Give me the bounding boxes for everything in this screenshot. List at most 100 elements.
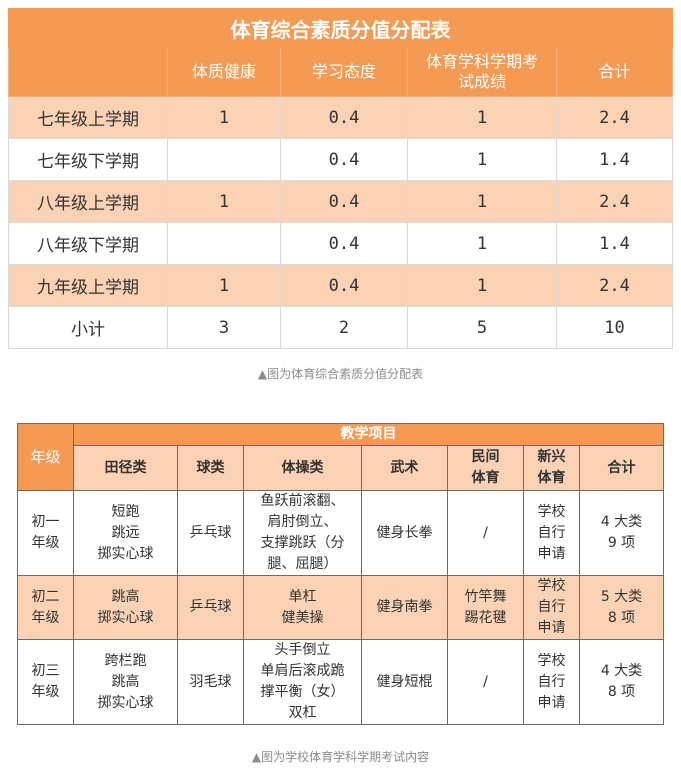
header-track-field: 田径类 bbox=[73, 445, 178, 491]
header-blank bbox=[8, 47, 168, 97]
cell-physical-health bbox=[167, 138, 281, 181]
table1-caption: ▲图为体育综合素质分值分配表 bbox=[257, 367, 424, 381]
table-row: 初一 年级 短跑 跳远 掷实心球 乒乓球 鱼跃前滚翻、 肩肘倒立、 支撑跳跃（分… bbox=[17, 490, 665, 576]
cell-total: 2.4 bbox=[555, 96, 674, 139]
track-cell: 短跑 跳远 掷实心球 bbox=[73, 490, 178, 576]
item-line: 健身长拳 bbox=[376, 524, 433, 541]
item-line: 申请 bbox=[537, 545, 566, 562]
wushu-cell: 健身长拳 bbox=[361, 490, 448, 576]
item-line: / bbox=[483, 524, 488, 541]
item-line: 支撑跳跃（分 bbox=[260, 535, 345, 551]
item-line: 撑平衡（女） bbox=[260, 684, 345, 700]
item-line: 申请 bbox=[537, 694, 566, 711]
cell-physical-health: 1 bbox=[167, 96, 281, 139]
cell-learning-attitude: 0.4 bbox=[280, 96, 408, 139]
item-line: 羽毛球 bbox=[189, 673, 232, 690]
score-allocation-table: 体育综合素质分值分配表 体质健康 学习态度 体育学科学期考 试成绩 合计 七年级… bbox=[7, 8, 674, 349]
cell-total: 10 bbox=[555, 306, 674, 349]
grade-line: 年级 bbox=[31, 684, 60, 700]
item-line: 自行 bbox=[537, 673, 566, 690]
header-folk-line1: 民间 bbox=[471, 449, 500, 465]
table-title: 体育综合素质分值分配表 bbox=[7, 8, 674, 48]
cell-physical-health bbox=[167, 222, 281, 265]
item-line: / bbox=[483, 673, 488, 690]
table-row: 八年级上学期 1 0.4 1 2.4 bbox=[8, 180, 674, 223]
item-line: 乒乓球 bbox=[189, 599, 232, 615]
row-label: 七年级下学期 bbox=[8, 138, 168, 181]
gym-cell: 鱼跃前滚翻、 肩肘倒立、 支撑跳跃（分 腿、屈腿） bbox=[243, 490, 362, 576]
cell-total: 2.4 bbox=[555, 180, 674, 223]
item-line: 跳远 bbox=[111, 524, 140, 541]
table2-caption: ▲图为学校体育学科学期考试内容 bbox=[251, 750, 430, 764]
header-total: 合计 bbox=[555, 47, 674, 97]
cell-physical-health: 1 bbox=[167, 180, 281, 223]
grade-line: 年级 bbox=[31, 609, 60, 626]
table-row: 初三 年级 跨栏跑 跳高 掷实心球 羽毛球 头手倒立 单肩后滚成跪 撑平衡（女）… bbox=[17, 639, 665, 725]
item-line: 4 大类 bbox=[600, 514, 643, 530]
item-line: 8 项 bbox=[607, 684, 636, 700]
header-emerging-line2: 体育 bbox=[537, 470, 566, 486]
gym-cell: 单杠 健美操 bbox=[243, 575, 362, 640]
cell-exam-score: 1 bbox=[407, 222, 557, 265]
table-row: 七年级上学期 1 0.4 1 2.4 bbox=[8, 96, 674, 139]
header-folk-line2: 体育 bbox=[471, 470, 500, 486]
item-line: 健身短棍 bbox=[376, 673, 433, 690]
emerging-cell: 学校 自行 申请 bbox=[523, 490, 580, 576]
item-line: 肩肘倒立、 bbox=[267, 514, 338, 530]
item-line: 双杠 bbox=[288, 705, 317, 721]
item-line: 掷实心球 bbox=[97, 609, 154, 626]
item-line: 掷实心球 bbox=[97, 694, 154, 711]
cell-total: 1.4 bbox=[555, 138, 674, 181]
track-cell: 跳高 掷实心球 bbox=[73, 575, 178, 640]
total-cell: 5 大类 8 项 bbox=[578, 575, 665, 640]
ball-cell: 羽毛球 bbox=[177, 639, 244, 725]
header-emerging-sports: 新兴 体育 bbox=[523, 445, 580, 491]
item-line: 短跑 bbox=[111, 503, 140, 520]
header-gymnastics: 体操类 bbox=[243, 445, 362, 491]
grade-cell: 初二 年级 bbox=[17, 575, 74, 640]
item-line: 跳高 bbox=[111, 588, 140, 605]
item-line: 掷实心球 bbox=[97, 545, 154, 562]
row-label: 八年级上学期 bbox=[8, 180, 168, 223]
cell-learning-attitude: 0.4 bbox=[280, 222, 408, 265]
total-cell: 4 大类 9 项 bbox=[578, 490, 665, 576]
header-wushu: 武术 bbox=[361, 445, 448, 491]
ball-cell: 乒乓球 bbox=[177, 490, 244, 576]
cell-physical-health: 1 bbox=[167, 264, 281, 307]
grade-line: 初二 bbox=[31, 588, 60, 605]
cell-exam-score: 5 bbox=[407, 306, 557, 349]
item-line: 5 大类 bbox=[600, 588, 643, 605]
item-line: 竹竿舞 bbox=[464, 588, 507, 605]
header-teaching-items: 教学项目 bbox=[72, 423, 665, 446]
cell-total: 1.4 bbox=[555, 222, 674, 265]
table-row: 小计 3 2 5 10 bbox=[8, 306, 674, 349]
header-learning-attitude: 学习态度 bbox=[280, 47, 408, 97]
grade-line: 初一 bbox=[31, 514, 60, 530]
grade-line: 初三 bbox=[31, 663, 60, 679]
exam-content-table: 年级 教学项目 田径类 球类 体操类 武术 民间 体育 新兴 体育 合计 初一 … bbox=[17, 423, 665, 725]
item-line: 乒乓球 bbox=[189, 524, 232, 541]
item-line: 腿、屈腿） bbox=[267, 556, 338, 572]
table-row: 九年级上学期 1 0.4 1 2.4 bbox=[8, 264, 674, 307]
emerging-cell: 学校 自行 申请 bbox=[523, 575, 580, 640]
item-line: 学校 bbox=[537, 503, 566, 520]
cell-learning-attitude: 2 bbox=[280, 306, 408, 349]
cell-learning-attitude: 0.4 bbox=[280, 138, 408, 181]
header-physical-health: 体质健康 bbox=[167, 47, 281, 97]
cell-total: 2.4 bbox=[555, 264, 674, 307]
header-exam-score-line1: 体育学科学期考 bbox=[425, 52, 538, 71]
item-line: 学校 bbox=[537, 652, 566, 669]
grade-line: 年级 bbox=[31, 535, 60, 551]
folk-cell: / bbox=[447, 639, 524, 725]
item-line: 自行 bbox=[537, 599, 566, 615]
header-exam-score-line2: 试成绩 bbox=[457, 72, 506, 91]
header-exam-score: 体育学科学期考 试成绩 bbox=[407, 47, 557, 97]
item-line: 单肩后滚成跪 bbox=[260, 663, 345, 679]
item-line: 跨栏跑 bbox=[104, 652, 147, 669]
table-row: 七年级下学期 0.4 1 1.4 bbox=[8, 138, 674, 181]
item-line: 鱼跃前滚翻、 bbox=[260, 493, 345, 509]
item-line: 跳高 bbox=[111, 673, 140, 690]
header-ball: 球类 bbox=[177, 445, 244, 491]
item-line: 单杠 bbox=[288, 588, 317, 605]
cell-exam-score: 1 bbox=[407, 138, 557, 181]
